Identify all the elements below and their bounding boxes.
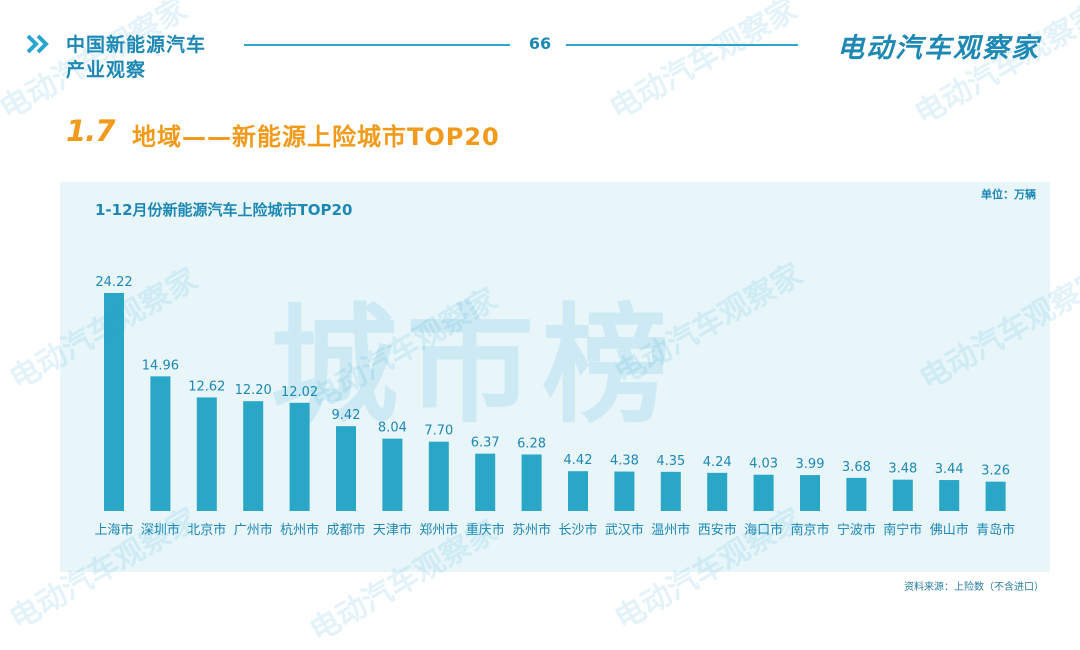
chart-panel xyxy=(60,182,1050,572)
bar-长沙市 xyxy=(568,471,588,511)
bar-苏州市 xyxy=(521,454,542,511)
data-label: 3.26 xyxy=(981,464,1010,479)
category-label: 武汉市 xyxy=(605,522,644,538)
data-label: 7.70 xyxy=(424,424,453,439)
data-label: 3.44 xyxy=(935,462,964,477)
page-number: 66 xyxy=(528,34,552,53)
bar-深圳市 xyxy=(150,376,171,511)
data-label: 14.96 xyxy=(142,358,179,373)
data-label: 12.20 xyxy=(235,383,272,398)
category-label: 重庆市 xyxy=(466,522,505,538)
bar-天津市 xyxy=(382,438,403,511)
category-label: 杭州市 xyxy=(280,522,319,538)
bar-广州市 xyxy=(243,401,264,511)
bar-温州市 xyxy=(660,471,681,511)
data-label: 4.35 xyxy=(656,454,685,469)
category-label: 南宁市 xyxy=(883,522,922,538)
data-label: 4.38 xyxy=(610,454,639,469)
data-label: 3.68 xyxy=(842,460,871,475)
data-label: 12.02 xyxy=(281,385,318,400)
bar-宁波市 xyxy=(846,477,867,511)
data-label: 8.04 xyxy=(378,421,407,436)
category-label: 北京市 xyxy=(187,522,226,538)
category-label: 南京市 xyxy=(790,522,829,538)
data-label: 3.99 xyxy=(796,457,825,472)
background-watermark-text: 城市榜 xyxy=(270,292,679,441)
category-label: 长沙市 xyxy=(558,522,597,538)
data-label: 3.48 xyxy=(888,462,917,477)
brand-left-line2: 产业观察 xyxy=(66,59,147,81)
bar-佛山市 xyxy=(939,480,960,511)
category-label: 深圳市 xyxy=(141,522,180,538)
data-label: 6.37 xyxy=(471,436,500,451)
brand-left-line1: 中国新能源汽车 xyxy=(66,34,207,56)
category-label: 广州市 xyxy=(234,522,273,538)
bar-成都市 xyxy=(336,426,356,511)
brand-left: 中国新能源汽车 产业观察 xyxy=(66,33,206,83)
category-label: 上海市 xyxy=(94,522,133,538)
chart-title: 1-12月份新能源汽车上险城市TOP20 xyxy=(95,201,353,219)
bar-海口市 xyxy=(753,474,774,511)
category-label: 温州市 xyxy=(651,522,690,538)
bar-青岛市 xyxy=(985,481,1006,511)
category-label: 西安市 xyxy=(698,522,737,538)
bar-武汉市 xyxy=(614,471,635,511)
category-label: 苏州市 xyxy=(512,522,551,538)
double-chevron-icon xyxy=(26,34,49,54)
section-title: 地域——新能源上险城市TOP20 xyxy=(132,123,500,151)
brand-right-logo: 电动汽车观察家 xyxy=(837,33,1040,64)
category-label: 郑州市 xyxy=(419,522,458,538)
category-label: 宁波市 xyxy=(837,522,876,538)
category-label: 佛山市 xyxy=(930,522,969,538)
bar-郑州市 xyxy=(428,441,449,511)
bar-chart: 24.22 上海市 14.96 深圳市 12.62 北京市 12.20 广州市 12.02 杭州市… xyxy=(94,275,1015,538)
category-label: 天津市 xyxy=(373,522,412,538)
bar-西安市 xyxy=(707,472,728,511)
bar-杭州市 xyxy=(289,402,310,511)
data-label: 4.03 xyxy=(749,457,778,472)
category-label: 青岛市 xyxy=(976,522,1015,538)
bar-重庆市 xyxy=(475,453,496,511)
data-source: 资料来源：上险数（不含进口） xyxy=(904,582,1044,593)
bar-南京市 xyxy=(800,475,820,511)
category-label: 海口市 xyxy=(744,522,783,538)
category-label: 成都市 xyxy=(326,522,365,538)
bar-上海市 xyxy=(104,293,124,511)
header-divider-left xyxy=(244,44,510,46)
data-label: 4.42 xyxy=(564,453,593,468)
section-number: 1.7 xyxy=(66,114,115,148)
bar-南宁市 xyxy=(892,479,913,511)
header-divider-right xyxy=(566,44,798,46)
data-label: 24.22 xyxy=(95,275,132,290)
data-label: 9.42 xyxy=(332,408,361,423)
data-label: 12.62 xyxy=(188,379,225,394)
header: 中国新能源汽车 产业观察 66 电动汽车观察家 xyxy=(0,0,1080,100)
data-label: 4.24 xyxy=(703,455,732,470)
bar-北京市 xyxy=(196,397,217,511)
unit-label: 单位：万辆 xyxy=(981,188,1036,201)
data-label: 6.28 xyxy=(517,436,546,451)
